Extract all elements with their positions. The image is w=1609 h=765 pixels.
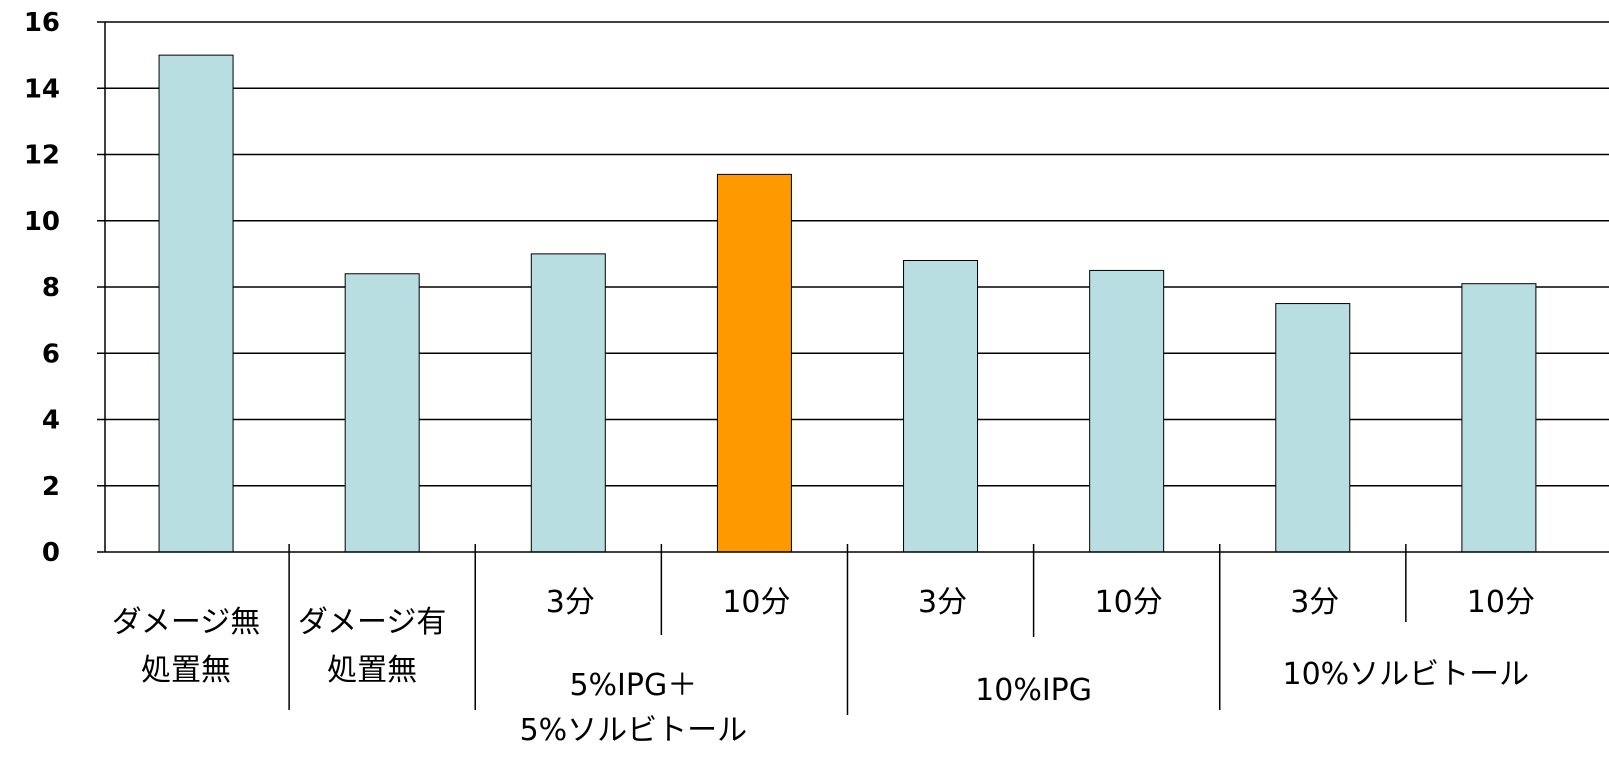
y-tick-label: 10 (24, 207, 60, 237)
y-tick-label: 12 (24, 141, 60, 171)
bar (903, 260, 979, 553)
y-tick-label: 0 (42, 538, 60, 568)
y-tick-label: 4 (42, 406, 60, 436)
bar (1461, 283, 1537, 553)
category-label: 3分 (918, 585, 967, 620)
bars (158, 54, 1537, 553)
y-tick-label: 8 (42, 273, 60, 303)
group-label: 10%ソルビトール (1282, 657, 1529, 692)
axes (97, 21, 1609, 715)
category-label: 3分 (546, 585, 595, 620)
y-tick-labels: 0 2 4 6 8 10 12 14 16 (24, 8, 60, 568)
bar (158, 54, 234, 553)
y-tick-label: 16 (24, 8, 60, 38)
category-label: 10分 (1095, 585, 1163, 620)
gridlines (105, 21, 1609, 487)
category-label: 処置無 (141, 653, 231, 688)
y-tick-label: 2 (42, 472, 60, 502)
y-tick-label: 6 (42, 339, 60, 369)
group-label: 5%IPG＋ (569, 668, 697, 703)
bar (1089, 269, 1165, 553)
y-tick-label: 14 (24, 74, 60, 104)
category-label: ダメージ有 (298, 605, 447, 640)
category-label: 3分 (1290, 585, 1339, 620)
bar (1275, 303, 1351, 553)
bar (344, 273, 420, 553)
group-label: 10%IPG (975, 673, 1092, 708)
category-label: 10分 (1467, 585, 1535, 620)
category-label: ダメージ無 (112, 605, 261, 640)
group-label: 5%ソルビトール (520, 713, 748, 748)
category-label: 処置無 (327, 653, 417, 688)
category-label: 10分 (722, 585, 790, 620)
bar (716, 173, 792, 553)
bar (530, 253, 606, 553)
